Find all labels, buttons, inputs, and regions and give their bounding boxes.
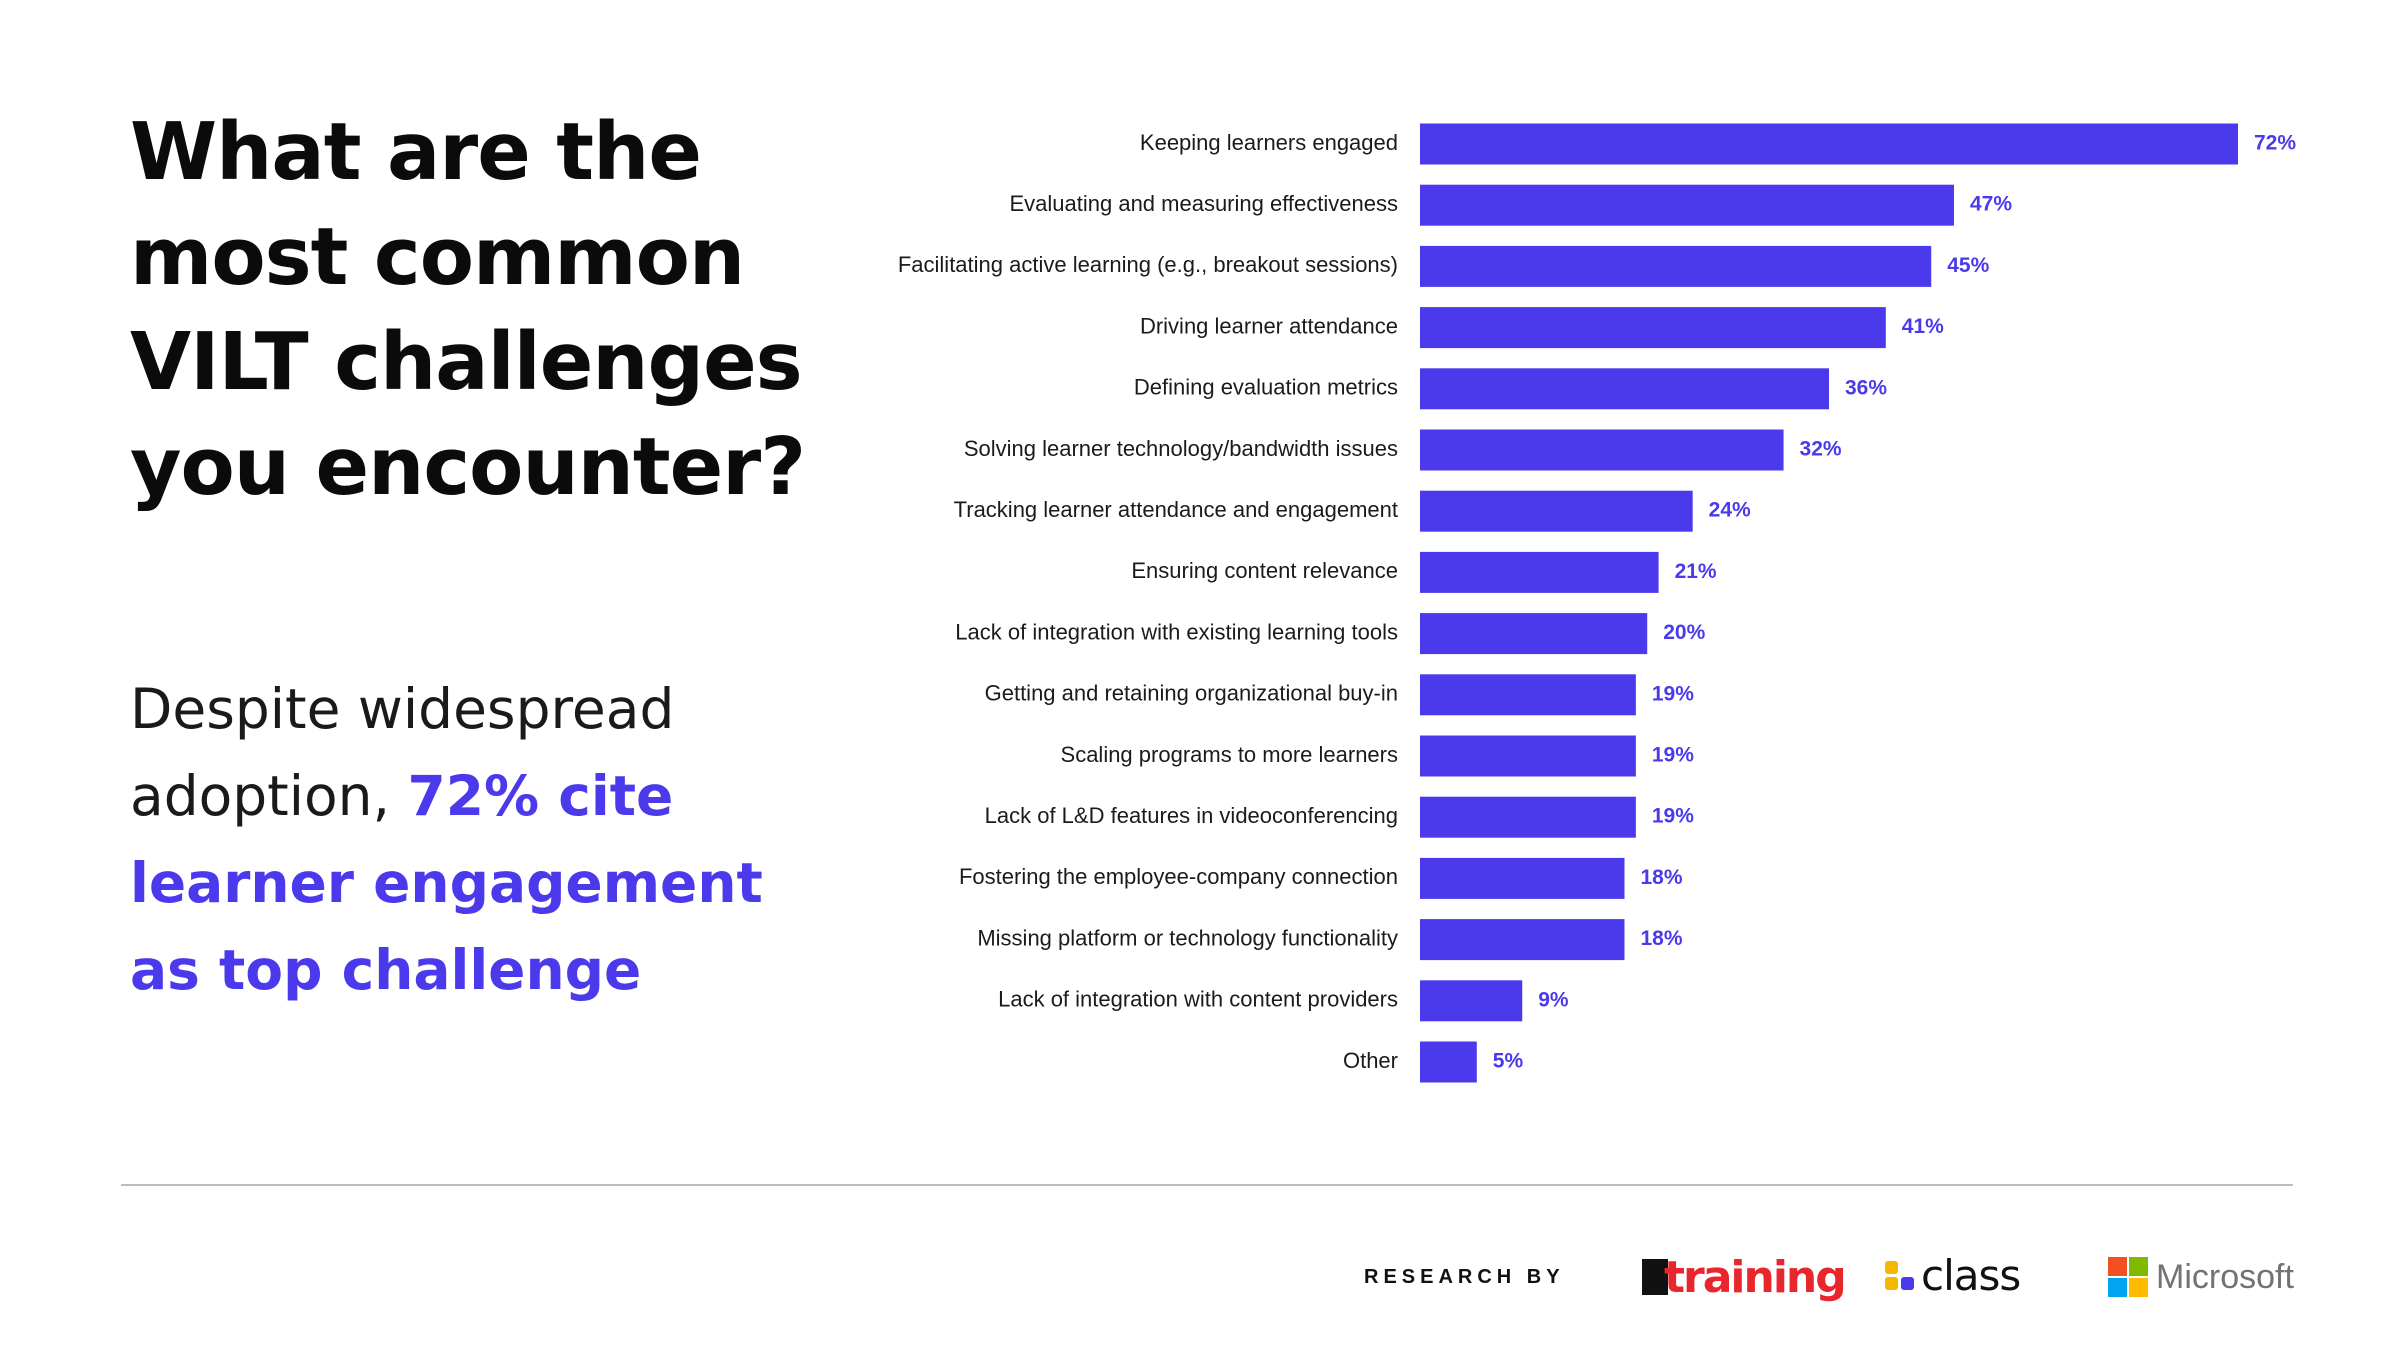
microsoft-logo-mark [2108, 1257, 2148, 1297]
bar [1420, 613, 1648, 655]
bar [1420, 1041, 1477, 1083]
subheadline-plain: Despite widespread adoption, [130, 677, 675, 828]
category-label: Facilitating active learning (e.g., brea… [898, 252, 1398, 277]
category-label: Keeping learners engaged [1140, 130, 1398, 155]
bar [1420, 429, 1784, 471]
value-label: 19% [1652, 744, 1694, 767]
bar [1420, 980, 1523, 1022]
category-label: Lack of integration with existing learni… [955, 619, 1398, 644]
training-logo-mark [1642, 1259, 1668, 1295]
training-logo: training [1642, 1247, 1847, 1303]
category-label: Evaluating and measuring effectiveness [1009, 191, 1398, 216]
bar [1420, 490, 1693, 532]
value-label: 5% [1493, 1050, 1524, 1073]
value-label: 18% [1641, 927, 1683, 950]
challenges-bar-chart: Keeping learners engaged 72% Evaluating an… [898, 123, 2296, 1083]
category-label: Scaling programs to more learners [1061, 742, 1398, 767]
bar [1420, 857, 1625, 899]
value-label: 36% [1845, 376, 1887, 399]
microsoft-logo: Microsoft [2108, 1257, 2294, 1297]
category-label: Fostering the employee-company connectio… [959, 864, 1398, 889]
class-logo: class [1885, 1251, 2021, 1300]
bar [1420, 245, 1932, 287]
category-label: Other [1343, 1048, 1398, 1073]
value-label: 41% [1902, 315, 1944, 338]
page-title: What are the most common VILT challenges… [130, 106, 806, 513]
subheadline: Despite widespread adoption, 72% cite le… [130, 666, 770, 1014]
bar [1420, 674, 1636, 716]
category-label: Ensuring content relevance [1131, 558, 1398, 583]
category-label: Tracking learner attendance and engageme… [954, 497, 1398, 522]
bar [1420, 796, 1636, 838]
category-label: Solving learner technology/bandwidth iss… [964, 436, 1398, 461]
category-label: Getting and retaining organizational buy… [985, 681, 1398, 706]
value-label: 72% [2254, 132, 2296, 155]
bar [1420, 184, 1954, 226]
category-label: Lack of integration with content provide… [998, 987, 1398, 1012]
category-label: Driving learner attendance [1140, 313, 1398, 338]
category-label: Missing platform or technology functiona… [977, 925, 1398, 950]
bar [1420, 735, 1636, 777]
microsoft-logo-text: Microsoft [2156, 1257, 2294, 1296]
value-label: 19% [1652, 805, 1694, 828]
bar [1420, 307, 1886, 349]
value-label: 19% [1652, 682, 1694, 705]
value-label: 21% [1675, 560, 1717, 583]
value-label: 9% [1538, 988, 1569, 1011]
category-label: Lack of L&D features in videoconferencin… [985, 803, 1398, 828]
training-logo-text: training [1664, 1252, 1847, 1303]
value-label: 18% [1641, 866, 1683, 889]
value-label: 32% [1800, 438, 1842, 461]
subheadline-highlight: 72% cite learner engagement as top chall… [130, 764, 763, 1002]
footer-divider [121, 1184, 2293, 1186]
bar [1420, 368, 1829, 410]
bar [1420, 123, 2238, 165]
value-label: 20% [1663, 621, 1705, 644]
value-label: 47% [1970, 193, 2012, 216]
value-label: 45% [1947, 254, 1989, 277]
bar [1420, 919, 1625, 961]
class-logo-text: class [1921, 1251, 2021, 1300]
category-label: Defining evaluation metrics [1134, 375, 1398, 400]
value-label: 24% [1709, 499, 1751, 522]
class-logo-mark [1885, 1261, 1915, 1291]
research-by-label: RESEARCH BY [1364, 1266, 1565, 1288]
bar [1420, 551, 1659, 593]
